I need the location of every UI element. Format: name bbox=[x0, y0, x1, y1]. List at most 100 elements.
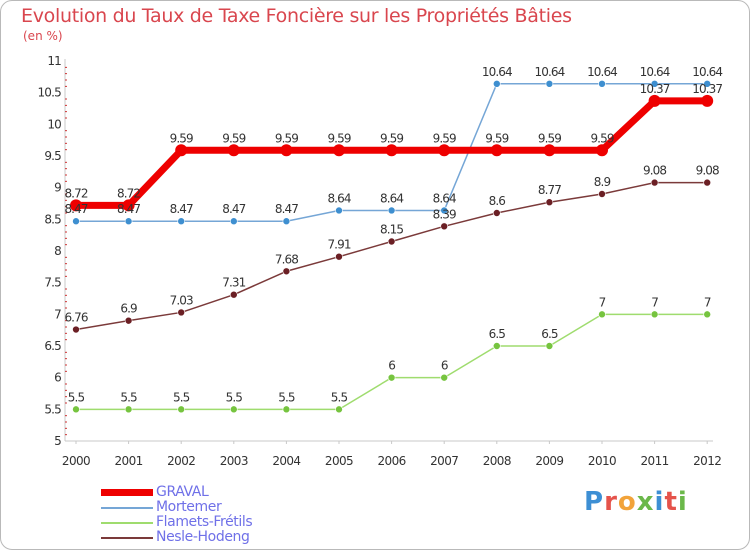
y-tick-label: 6 bbox=[54, 371, 61, 385]
data-label: 6.9 bbox=[120, 302, 137, 316]
x-tick-label: 2005 bbox=[325, 454, 353, 468]
data-point bbox=[122, 199, 135, 212]
data-point bbox=[387, 206, 396, 215]
data-point bbox=[72, 325, 80, 334]
data-label: 6.5 bbox=[541, 327, 558, 341]
data-point bbox=[387, 237, 396, 246]
x-tick-label: 2003 bbox=[220, 454, 248, 468]
data-point bbox=[70, 199, 82, 212]
data-label: 7 bbox=[599, 295, 606, 309]
data-label: 8.72 bbox=[64, 186, 87, 200]
data-label: 9.08 bbox=[643, 164, 666, 178]
data-point bbox=[545, 342, 554, 350]
logo-letter: i bbox=[677, 487, 688, 517]
x-tick-label: 2001 bbox=[115, 454, 143, 468]
data-label: 5.5 bbox=[68, 390, 85, 404]
data-label: 9.59 bbox=[433, 131, 456, 145]
data-point bbox=[703, 80, 712, 88]
data-label: 5.5 bbox=[120, 390, 137, 404]
data-label: 5.5 bbox=[278, 390, 295, 404]
logo-letter: t bbox=[664, 487, 678, 517]
data-label: 6.76 bbox=[64, 311, 87, 325]
legend-label: Nesle-Hodeng bbox=[156, 529, 250, 545]
data-point bbox=[598, 190, 606, 198]
chart-title: Evolution du Taux de Taxe Foncière sur l… bbox=[21, 5, 572, 27]
data-point bbox=[440, 206, 449, 215]
data-point bbox=[545, 198, 554, 207]
y-tick-label: 6.5 bbox=[44, 339, 61, 353]
y-tick-label: 8 bbox=[54, 244, 61, 258]
x-tick-label: 2009 bbox=[535, 454, 563, 468]
data-label: 9.59 bbox=[170, 131, 193, 145]
data-point bbox=[387, 373, 396, 382]
data-point bbox=[282, 267, 291, 276]
data-label: 9.59 bbox=[222, 131, 245, 145]
data-point bbox=[385, 144, 398, 157]
data-label: 8.9 bbox=[594, 175, 611, 189]
y-tick-label: 9 bbox=[54, 181, 61, 195]
data-point bbox=[650, 80, 659, 88]
data-point bbox=[598, 80, 606, 88]
data-point bbox=[650, 310, 659, 319]
data-point bbox=[648, 94, 661, 107]
data-label: 8.47 bbox=[117, 202, 140, 216]
x-tick-label: 2010 bbox=[588, 454, 616, 468]
data-label: 8.64 bbox=[433, 191, 456, 205]
data-label: 8.47 bbox=[170, 202, 193, 216]
data-point bbox=[124, 316, 133, 325]
x-tick-label: 2000 bbox=[62, 454, 90, 468]
data-point bbox=[440, 222, 449, 231]
data-point bbox=[175, 144, 188, 157]
data-point bbox=[490, 144, 503, 157]
data-label: 10.64 bbox=[692, 65, 722, 79]
legend-swatch bbox=[101, 506, 153, 509]
data-label: 7 bbox=[704, 295, 711, 309]
data-point bbox=[230, 290, 238, 299]
x-tick-label: 2008 bbox=[483, 454, 511, 468]
legend-label: Mortemer bbox=[156, 499, 222, 515]
data-label: 6.5 bbox=[489, 327, 506, 341]
logo-letter: o bbox=[617, 487, 637, 517]
data-label: 5.5 bbox=[331, 390, 348, 404]
legend-item: GRAVAL bbox=[101, 485, 252, 500]
data-label: 7.68 bbox=[275, 252, 298, 266]
legend-item: Mortemer bbox=[101, 500, 252, 515]
data-label: 8.15 bbox=[380, 223, 403, 237]
logo-letter: P bbox=[584, 487, 605, 517]
logo-letter: r bbox=[604, 487, 618, 517]
legend-item: Flamets-Frétils bbox=[101, 515, 253, 530]
data-point bbox=[598, 310, 606, 319]
data-label: 8.47 bbox=[222, 202, 245, 216]
data-label: 8.39 bbox=[433, 207, 456, 221]
data-point bbox=[230, 217, 238, 226]
data-label: 8.47 bbox=[275, 202, 298, 216]
data-point bbox=[280, 144, 293, 157]
data-point bbox=[335, 206, 343, 215]
data-label: 8.77 bbox=[538, 183, 561, 197]
data-label: 6 bbox=[388, 359, 395, 373]
data-label: 9.08 bbox=[696, 164, 719, 178]
data-point bbox=[72, 217, 80, 226]
data-label: 5.5 bbox=[173, 390, 190, 404]
data-label: 7.31 bbox=[222, 276, 245, 290]
data-label: 10.37 bbox=[692, 82, 722, 96]
unit-label: (en %) bbox=[23, 29, 63, 43]
y-tick-label: 7 bbox=[54, 307, 61, 321]
data-point bbox=[543, 144, 556, 157]
legend-swatch bbox=[101, 536, 153, 539]
x-tick-label: 2004 bbox=[272, 454, 300, 468]
data-label: 10.37 bbox=[640, 82, 670, 96]
data-point bbox=[650, 178, 659, 187]
legend-swatch bbox=[101, 489, 153, 496]
data-label: 10.64 bbox=[587, 65, 617, 79]
data-point bbox=[335, 405, 343, 414]
data-point bbox=[177, 217, 185, 226]
data-point bbox=[282, 217, 291, 226]
x-tick-label: 2006 bbox=[378, 454, 406, 468]
data-label: 8.72 bbox=[117, 186, 140, 200]
data-label: 10.64 bbox=[482, 65, 512, 79]
y-tick-label: 7.5 bbox=[44, 276, 61, 290]
x-tick-label: 2011 bbox=[641, 454, 669, 468]
